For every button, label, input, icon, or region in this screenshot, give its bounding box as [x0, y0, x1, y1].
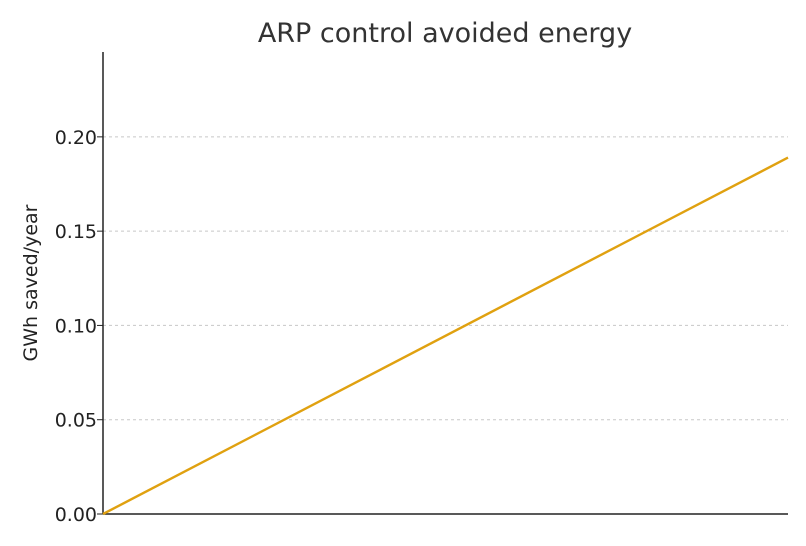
series-layer	[102, 156, 789, 516]
chart-title: ARP control avoided energy	[258, 18, 632, 49]
series-line	[102, 156, 789, 516]
y-tick-label: 0.15	[55, 221, 97, 243]
y-tick-label: 0.00	[55, 504, 97, 526]
y-tick-label: 0.10	[55, 315, 97, 337]
y-tick-labels: 0.00 0.05 0.10 0.15 0.20	[55, 127, 103, 526]
y-axis-label: GWh saved/year	[20, 204, 42, 361]
y-tick-label: 0.05	[55, 410, 97, 432]
gridlines	[103, 136, 788, 421]
y-tick-label: 0.20	[55, 127, 97, 149]
